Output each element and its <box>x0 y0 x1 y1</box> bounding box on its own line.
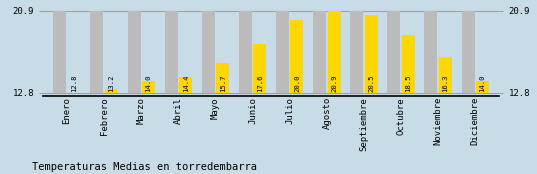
Text: 14.0: 14.0 <box>146 75 151 92</box>
Text: 18.5: 18.5 <box>405 75 411 92</box>
Bar <box>53 11 67 93</box>
Bar <box>462 11 475 93</box>
Bar <box>476 81 489 93</box>
Text: 14.4: 14.4 <box>183 75 188 92</box>
Bar <box>128 11 141 93</box>
Bar <box>165 11 178 93</box>
Text: 20.9: 20.9 <box>331 75 337 92</box>
Bar <box>239 11 252 93</box>
Text: 17.6: 17.6 <box>257 75 263 92</box>
Bar <box>105 89 118 93</box>
Text: 12.8: 12.8 <box>71 75 77 92</box>
Bar <box>142 81 155 93</box>
Bar <box>424 11 438 93</box>
Text: Temperaturas Medias en torredembarra: Temperaturas Medias en torredembarra <box>32 162 257 172</box>
Bar <box>350 11 363 93</box>
Bar <box>276 11 289 93</box>
Bar <box>291 20 303 93</box>
Bar <box>202 11 215 93</box>
Bar <box>387 11 400 93</box>
Text: 13.2: 13.2 <box>108 75 114 92</box>
Bar <box>328 11 340 93</box>
Bar <box>402 35 415 93</box>
Text: 15.7: 15.7 <box>220 75 226 92</box>
Bar <box>253 44 266 93</box>
Bar <box>90 11 104 93</box>
Text: 14.0: 14.0 <box>480 75 485 92</box>
Bar <box>313 11 326 93</box>
Bar <box>216 64 229 93</box>
Text: 20.0: 20.0 <box>294 75 300 92</box>
Text: 16.3: 16.3 <box>442 75 448 92</box>
Bar <box>365 15 378 93</box>
Bar <box>179 77 192 93</box>
Text: 20.5: 20.5 <box>368 75 374 92</box>
Bar <box>439 57 452 93</box>
